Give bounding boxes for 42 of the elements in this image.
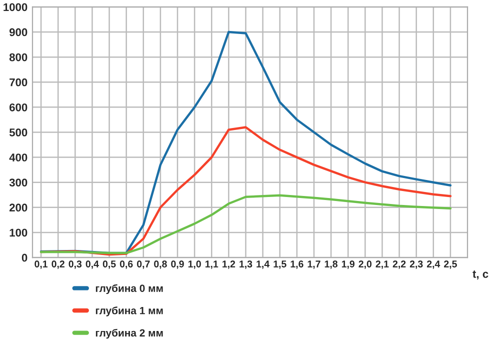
legend-label: глубина 2 мм — [96, 328, 163, 339]
x-tick-label: 1,1 — [205, 260, 218, 269]
x-tick-label: 1,3 — [240, 260, 252, 269]
y-tick-label: 800 — [9, 53, 28, 62]
x-tick-label: 1,9 — [342, 260, 354, 269]
y-tick-label: 200 — [9, 204, 28, 212]
x-tick-label: 2,5 — [444, 260, 457, 269]
x-tick-label: 0,9 — [171, 260, 184, 269]
legend-label: глубина 1 мм — [96, 306, 163, 316]
x-tick-label: 0,7 — [137, 260, 150, 269]
line-series — [40, 30, 452, 254]
x-tick-label: 2,4 — [426, 260, 440, 269]
x-tick-label: 1,6 — [290, 260, 304, 269]
y-tick-label: 500 — [9, 128, 28, 136]
y-tick-label: 900 — [9, 28, 28, 36]
y-tick-label: 300 — [9, 178, 28, 187]
y-tick-label: 400 — [9, 154, 28, 162]
x-tick-label: 1,2 — [222, 260, 236, 269]
y-tick-label: 700 — [10, 78, 28, 86]
x-tick-label: 2,1 — [376, 260, 389, 269]
x-tick-label: 1,4 — [256, 260, 270, 269]
x-tick-label: 0,5 — [102, 260, 116, 269]
x-axis-title: t, c — [472, 270, 488, 280]
y-tick-label: 600 — [10, 103, 28, 112]
x-tick-label: 0,4 — [86, 260, 99, 269]
y-tick-label: 100 — [10, 228, 28, 237]
legend-label: глубина 0 мм — [96, 284, 163, 294]
x-tick-label: 1,8 — [324, 260, 338, 269]
x-tick-label: 1,7 — [308, 260, 320, 269]
x-tick-label: 0,2 — [52, 260, 64, 269]
line-series — [40, 194, 452, 254]
y-tick-label: 1000 — [4, 3, 28, 12]
x-tick-label: 1,5 — [274, 260, 286, 269]
x-tick-label: 2,0 — [358, 260, 372, 269]
x-tick-label: 0,8 — [154, 260, 167, 269]
x-tick-label: 2,2 — [392, 260, 406, 269]
x-tick-label: 1,0 — [188, 260, 201, 269]
y-tick-label: 0 — [22, 254, 28, 262]
x-tick-label: 0,6 — [120, 260, 133, 269]
x-tick-label: 0,3 — [68, 260, 82, 269]
x-tick-label: 2,3 — [410, 260, 423, 269]
x-tick-label: 0,1 — [34, 260, 48, 269]
